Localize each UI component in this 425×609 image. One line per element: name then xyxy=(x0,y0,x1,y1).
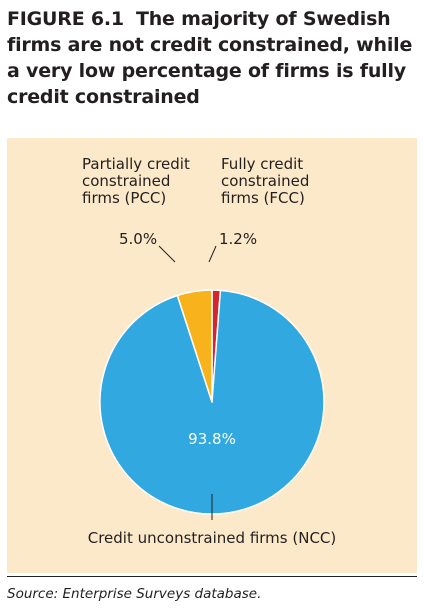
figure-title: FIGURE 6.1 The majority of Swedish firms … xyxy=(7,6,417,110)
leader-line-fcc xyxy=(208,245,217,263)
slice-value-ncc: 93.8% xyxy=(188,430,236,448)
source-note: Source: Enterprise Surveys database. xyxy=(7,586,262,602)
slice-name-pcc: Partially credit constrained firms (PCC) xyxy=(82,155,190,207)
slice-name-ncc: Credit unconstrained firms (NCC) xyxy=(88,529,337,547)
leader-line-pcc xyxy=(158,245,176,263)
pie-chart: Fully credit constrained firms (FCC) 1.2% Cr… xyxy=(82,155,336,547)
chart-panel: Fully credit constrained firms (FCC) 1.2% Cr… xyxy=(7,138,417,573)
slice-value-pcc: 5.0% xyxy=(119,230,157,248)
pie-slice-pcc xyxy=(176,289,213,403)
leader-lines xyxy=(158,245,217,520)
figure-number: FIGURE 6.1 xyxy=(7,8,124,30)
slice-value-fcc: 1.2% xyxy=(219,230,257,248)
figure-title-text: The majority of Swedish firms are not cr… xyxy=(7,8,413,108)
pie-slices xyxy=(99,289,325,515)
bottom-divider xyxy=(7,576,417,577)
slice-name-fcc: Fully credit constrained firms (FCC) xyxy=(221,155,309,207)
slice-labels: Fully credit constrained firms (FCC) 1.2% Cr… xyxy=(82,155,336,547)
